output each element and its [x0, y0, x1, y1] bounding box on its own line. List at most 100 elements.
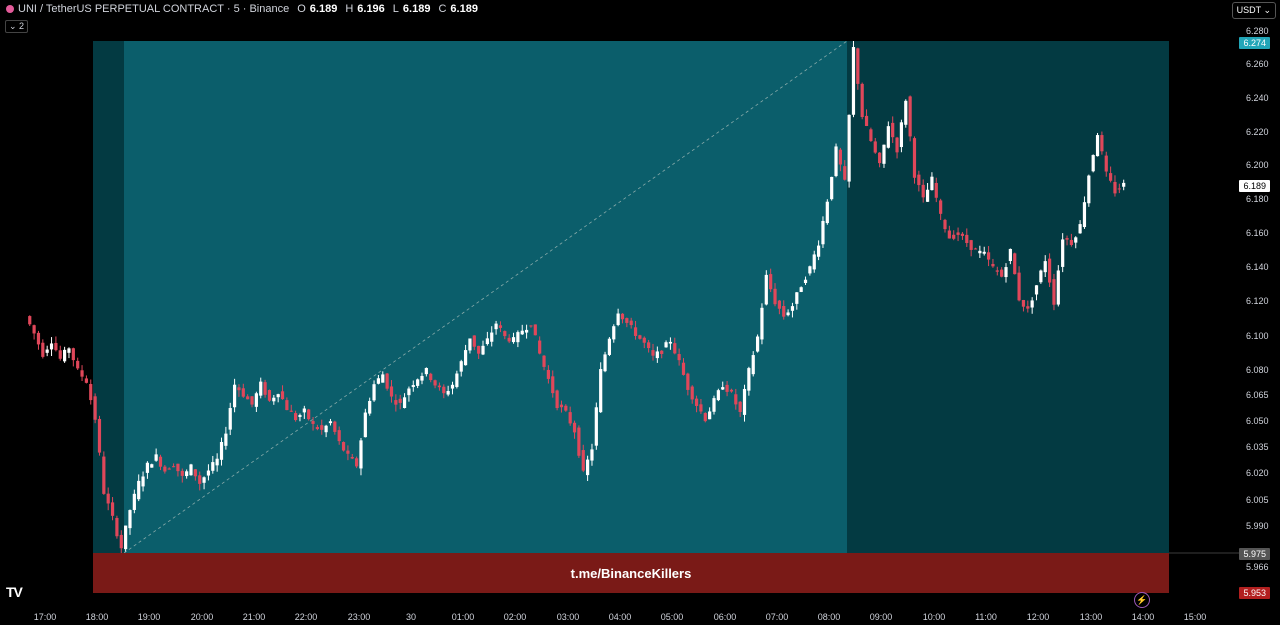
- candle-body: [594, 407, 598, 446]
- candle-body: [864, 115, 869, 126]
- candle-body: [381, 374, 385, 383]
- candle-body: [869, 129, 873, 141]
- lightning-icon[interactable]: ⚡: [1134, 592, 1150, 608]
- candle-body: [777, 300, 781, 309]
- candle-body: [84, 378, 89, 383]
- candle-body: [407, 388, 411, 396]
- candle-body: [398, 398, 402, 403]
- candle-body: [564, 405, 568, 411]
- candle-body: [137, 480, 141, 500]
- candle-body: [254, 393, 258, 407]
- currency-select[interactable]: USDT ⌄: [1231, 2, 1276, 19]
- low-value: 6.189: [402, 3, 431, 15]
- time-tick-label: 03:00: [556, 612, 580, 622]
- candle-body: [834, 146, 838, 177]
- candle-body: [712, 398, 716, 412]
- time-tick-label: 08:00: [817, 612, 841, 622]
- candle-body: [198, 475, 202, 484]
- candle-body: [1047, 258, 1052, 283]
- time-tick-label: 23:00: [347, 612, 371, 622]
- price-tick-label: 5.966: [1246, 562, 1269, 572]
- high-value: 6.196: [357, 3, 385, 15]
- candle-body: [389, 386, 394, 397]
- candle-body: [551, 376, 555, 394]
- candle-body: [878, 152, 882, 164]
- candle-body: [372, 384, 376, 401]
- candle-body: [947, 230, 951, 239]
- candle-body: [28, 316, 32, 325]
- time-tick-label: 05:00: [660, 612, 684, 622]
- collapse-indicators-button[interactable]: ⌄ 2: [5, 20, 29, 33]
- stop-loss-zone: t.me/BinanceKillers: [93, 553, 1169, 593]
- candle-body: [106, 493, 110, 504]
- time-tick-label: 01:00: [451, 612, 475, 622]
- candle-body: [507, 337, 511, 342]
- candle-body: [1008, 248, 1012, 261]
- tradingview-logo[interactable]: TV: [6, 584, 23, 600]
- candle-body: [437, 385, 442, 388]
- candle-body: [298, 415, 302, 417]
- candle-body: [276, 394, 280, 398]
- candle-body: [943, 219, 947, 230]
- price-tick-label: 6.005: [1246, 495, 1269, 505]
- candle-body: [891, 122, 895, 138]
- candle-body: [115, 517, 119, 537]
- price-tick-label: 6.050: [1246, 416, 1269, 426]
- candle-body: [58, 350, 62, 359]
- candle-body: [128, 510, 132, 529]
- candle-body: [320, 425, 324, 430]
- open-value: 6.189: [309, 3, 338, 15]
- symbol-legend: UNI / TetherUS PERPETUAL CONTRACT · 5 · …: [6, 3, 478, 15]
- candle-body: [420, 375, 424, 381]
- candle-body: [333, 421, 337, 432]
- candle-body: [294, 413, 298, 421]
- time-tick-label: 09:00: [869, 612, 893, 622]
- candle-body: [764, 274, 768, 305]
- candle-body: [703, 413, 707, 422]
- close-label: C: [438, 3, 447, 15]
- candle-body: [32, 325, 36, 334]
- candle-body: [363, 412, 367, 438]
- candle-body: [886, 126, 890, 148]
- candle-body: [660, 350, 664, 354]
- candle-body: [925, 189, 930, 202]
- candle-body: [930, 176, 934, 191]
- candle-body: [690, 386, 694, 400]
- candle-body: [328, 421, 333, 424]
- candle-body: [1017, 272, 1021, 301]
- low-label: L: [392, 3, 399, 15]
- candle-body: [311, 421, 315, 424]
- symbol-title[interactable]: UNI / TetherUS PERPETUAL CONTRACT · 5 · …: [18, 3, 290, 15]
- price-tick-label: 6.065: [1246, 390, 1269, 400]
- candle-body: [952, 234, 956, 239]
- candle-body: [647, 342, 651, 349]
- candle-body: [625, 318, 629, 323]
- candle-body: [1109, 173, 1113, 181]
- candle-body: [202, 477, 206, 483]
- candle-body: [411, 385, 415, 388]
- candle-body: [795, 292, 799, 304]
- candle-body: [1104, 155, 1108, 172]
- candle-body: [429, 373, 433, 381]
- candle-body: [41, 342, 45, 357]
- candle-body: [725, 384, 729, 392]
- candle-body: [402, 397, 407, 408]
- candle-body: [590, 449, 594, 461]
- candle-body: [1095, 135, 1100, 157]
- candle-body: [895, 137, 899, 153]
- candle-body: [917, 174, 921, 186]
- candle-body: [468, 338, 472, 351]
- candle-body: [773, 288, 777, 305]
- candle-body: [246, 396, 250, 400]
- candle-body: [642, 337, 646, 343]
- candle-body: [241, 388, 245, 397]
- candle-body: [76, 360, 80, 369]
- candle-body: [433, 380, 437, 386]
- candle-body: [1078, 224, 1082, 234]
- price-tick-label: 6.200: [1246, 160, 1269, 170]
- current-price-tag: 6.189: [1239, 180, 1270, 192]
- candle-body: [681, 362, 686, 375]
- candle-body: [821, 220, 825, 245]
- candle-body: [812, 254, 816, 270]
